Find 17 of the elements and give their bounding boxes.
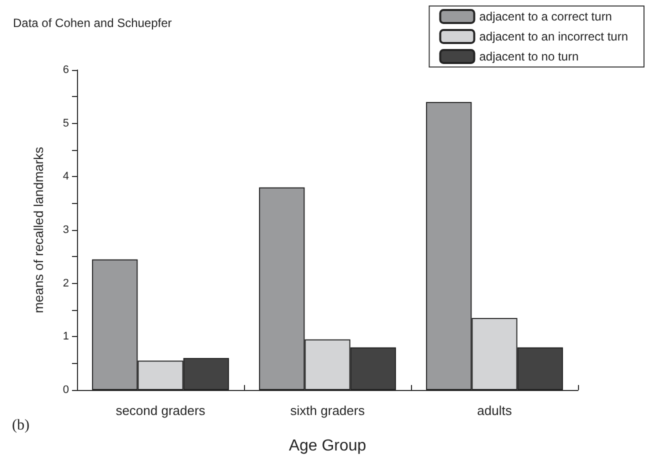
legend-label: adjacent to no turn	[479, 50, 579, 64]
y-tick-label: 0	[62, 384, 69, 396]
x-tick-label: second graders	[116, 403, 206, 418]
legend-label: adjacent to an incorrect turn	[479, 30, 628, 44]
y-tick-label: 6	[62, 64, 69, 76]
x-tick-label: sixth graders	[290, 403, 366, 418]
y-axis-title: means of recalled landmarks	[31, 146, 46, 314]
y-tick-label: 2	[62, 277, 69, 290]
y-tick-label: 3	[62, 224, 69, 236]
legend-label: adjacent to a correct turn	[479, 10, 612, 24]
chart-title: Data of Cohen and Schuepfer	[13, 16, 172, 30]
text: (b)	[12, 418, 30, 434]
y-tick-label: 4	[62, 170, 69, 183]
x-axis-title: Age Group	[288, 438, 366, 454]
x-tick-label: adults	[477, 403, 512, 418]
y-tick-label: 5	[62, 117, 69, 130]
y-tick-label: 1	[62, 330, 69, 343]
